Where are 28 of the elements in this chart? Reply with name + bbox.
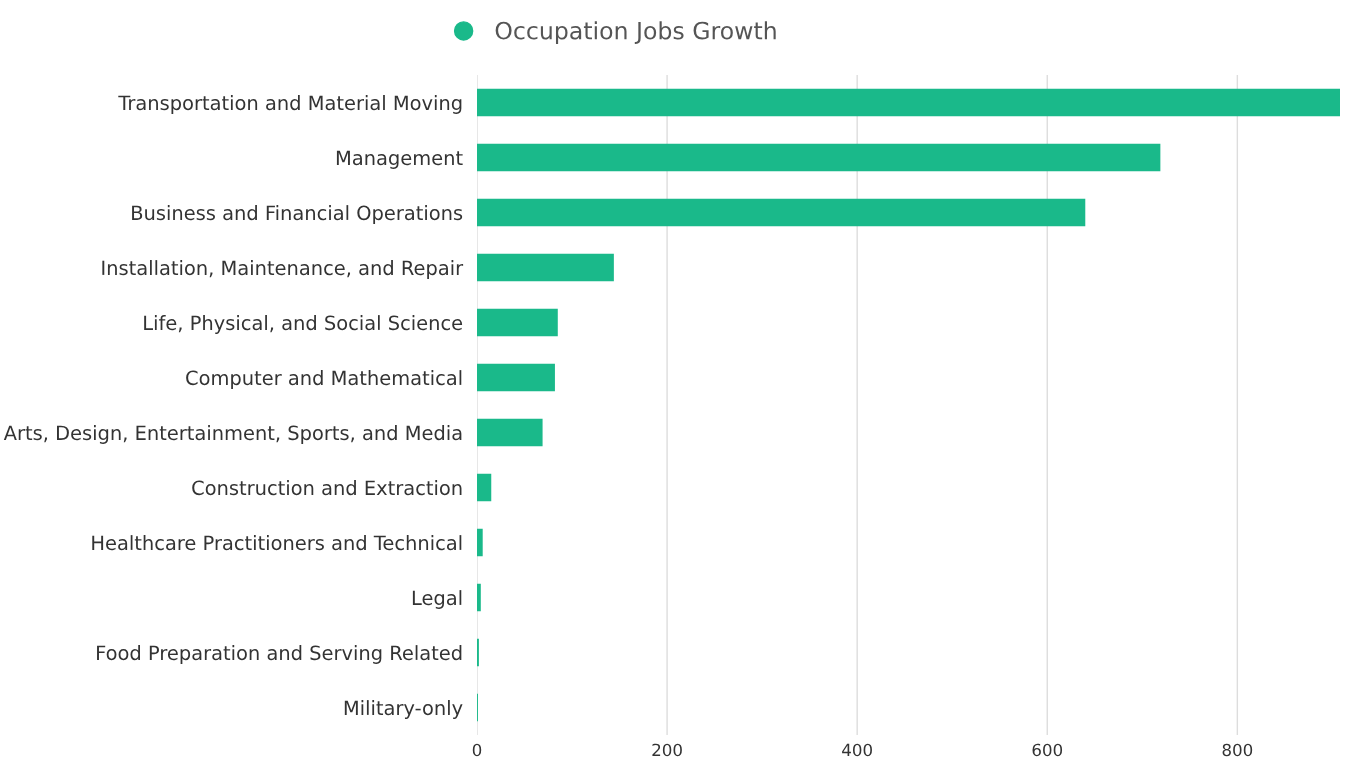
bar — [477, 473, 492, 502]
x-tick-label: 200 — [652, 743, 682, 757]
legend-label: Occupation Jobs Growth — [495, 21, 776, 45]
y-tick-label: Life, Physical, and Social Science — [144, 315, 463, 334]
y-tick-label: Transportation and Material Moving — [118, 95, 462, 114]
bar — [477, 583, 481, 612]
bar — [477, 198, 1086, 227]
y-tick-label: Management — [336, 150, 463, 169]
y-tick-label: Legal — [412, 590, 462, 609]
bar — [477, 528, 483, 557]
x-tick-label: 600 — [1032, 743, 1063, 757]
y-tick-label: Arts, Design, Entertainment, Sports, and Media — [3, 425, 462, 444]
y-tick-label: Installation, Maintenance, and Repair — [102, 260, 464, 279]
bar — [477, 253, 614, 282]
bar — [477, 88, 1340, 117]
y-tick-label: Business and Financial Operations — [132, 205, 463, 224]
y-tick-label: Computer and Mathematical — [186, 370, 462, 389]
x-tick-label: 800 — [1222, 743, 1253, 757]
bar — [477, 418, 543, 447]
x-tick-label: 0 — [472, 743, 482, 757]
y-tick-label: Construction and Extraction — [192, 480, 462, 496]
bar — [477, 308, 558, 337]
x-tick-label: 400 — [842, 743, 872, 757]
y-tick-label: Military-only — [344, 700, 463, 719]
bar — [477, 143, 1161, 172]
y-tick-label: Food Preparation and Serving Related — [97, 645, 462, 664]
bar — [477, 363, 555, 392]
y-tick-label: Healthcare Practitioners and Technical — [92, 535, 462, 551]
